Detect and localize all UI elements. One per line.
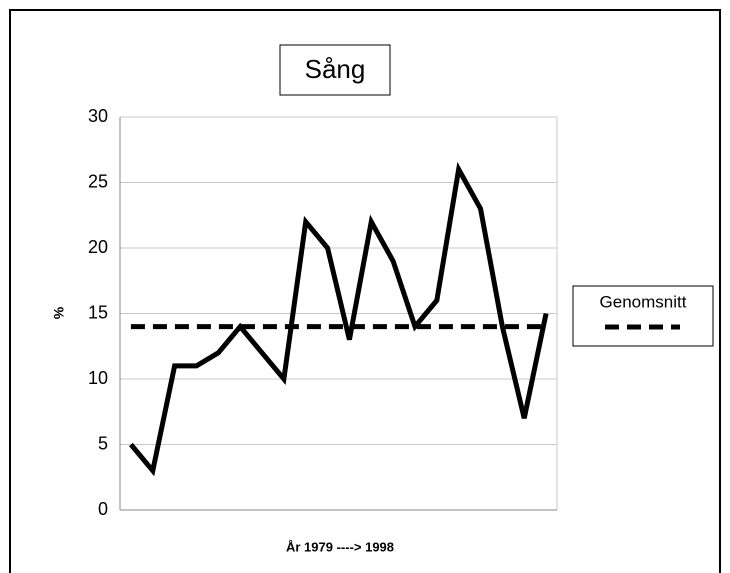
y-tick-label: 10 bbox=[88, 368, 108, 388]
chart-title: Sång bbox=[305, 54, 366, 84]
x-axis-label: År 1979 ----> 1998 bbox=[286, 539, 394, 554]
data-line bbox=[129, 161, 549, 477]
y-tick-label: 15 bbox=[88, 302, 108, 322]
y-tick-label: 30 bbox=[88, 106, 108, 126]
legend-label: Genomsnitt bbox=[600, 292, 687, 311]
y-tick-label: 20 bbox=[88, 237, 108, 257]
y-tick-label: 0 bbox=[98, 499, 108, 519]
y-tick-label: 5 bbox=[98, 433, 108, 453]
y-tick-label: 25 bbox=[88, 171, 108, 191]
title-box bbox=[279, 44, 391, 96]
y-axis-label: % bbox=[51, 306, 67, 319]
legend-box bbox=[572, 285, 714, 347]
